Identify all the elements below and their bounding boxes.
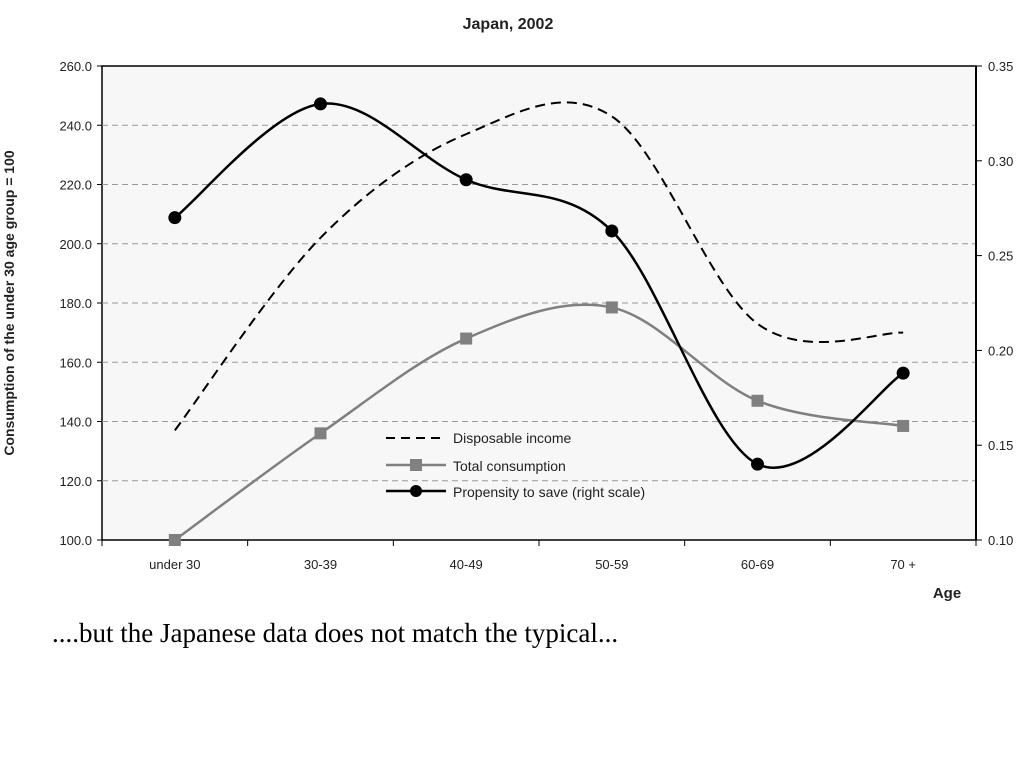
- legend-label-total-consumption: Total consumption: [453, 458, 566, 474]
- y-tick-label: 180.0: [59, 296, 92, 311]
- legend-marker-propensity-to-save: [410, 485, 422, 497]
- y-tick-label: 220.0: [59, 178, 92, 193]
- data-point-propensity-to-save: [896, 366, 910, 380]
- data-point-propensity-to-save: [168, 211, 182, 225]
- x-axis: under 30 30-39 40-49 50-59 60-69 70 +: [101, 540, 977, 572]
- data-point-total-consumption: [314, 427, 327, 440]
- grid-lines: [102, 124, 976, 482]
- x-tick-label: under 30: [149, 557, 200, 572]
- data-point-propensity-to-save: [459, 173, 473, 187]
- data-point-total-consumption: [605, 301, 618, 314]
- x-tick-label: 50-59: [595, 557, 628, 572]
- data-point-total-consumption: [460, 332, 473, 345]
- x-tick-label: 30-39: [304, 557, 337, 572]
- x-tick-label: 60-69: [741, 557, 774, 572]
- y-axis-label: Consumption of the under 30 age group = …: [1, 150, 17, 456]
- y-tick-label: 120.0: [59, 474, 92, 489]
- y2-tick-label: 0.10: [988, 533, 1013, 548]
- chart: Japan, 2002 100.0 120.0 140.0 160.0 180.0 200…: [1, 16, 1013, 602]
- y-tick-label: 260.0: [59, 59, 92, 74]
- x-tick-label: 40-49: [450, 557, 483, 572]
- legend-label-disposable-income: Disposable income: [453, 430, 571, 446]
- y2-tick-label: 0.30: [988, 154, 1013, 169]
- data-point-propensity-to-save: [605, 224, 619, 238]
- y2-tick-label: 0.25: [988, 249, 1013, 264]
- y2-tick-label: 0.35: [988, 59, 1013, 74]
- data-point-propensity-to-save: [314, 97, 327, 111]
- series-layer: [168, 97, 910, 546]
- x-axis-label: Age: [933, 585, 961, 602]
- y2-tick-label: 0.20: [988, 343, 1013, 358]
- y-tick-label: 240.0: [59, 118, 92, 133]
- series-line-disposable-income: [174, 101, 904, 431]
- series-line-propensity-to-save: [174, 102, 904, 469]
- slide-caption: ....but the Japanese data does not match…: [52, 618, 619, 648]
- data-point-total-consumption: [751, 394, 764, 407]
- series-line-total-consumption: [174, 303, 904, 542]
- y2-tick-label: 0.15: [988, 438, 1013, 453]
- data-point-total-consumption: [897, 419, 910, 432]
- left-axis: 100.0 120.0 140.0 160.0 180.0 200.0 220.0 240.0…: [59, 59, 102, 548]
- y-tick-label: 140.0: [59, 415, 92, 430]
- right-axis: 0.10 0.15 0.20 0.25 0.30 0.35: [975, 59, 1013, 548]
- y-tick-label: 200.0: [59, 237, 92, 252]
- chart-title: Japan, 2002: [463, 16, 554, 33]
- data-point-total-consumption: [168, 534, 181, 546]
- data-point-propensity-to-save: [751, 457, 764, 471]
- y-tick-label: 100.0: [59, 533, 92, 548]
- x-tick-label: 70 +: [890, 557, 916, 572]
- legend-marker-total-consumption: [410, 459, 422, 471]
- y-tick-label: 160.0: [59, 355, 92, 370]
- legend-label-propensity-to-save: Propensity to save (right scale): [453, 484, 645, 500]
- legend: Disposable income Total consumption Prop…: [386, 430, 645, 500]
